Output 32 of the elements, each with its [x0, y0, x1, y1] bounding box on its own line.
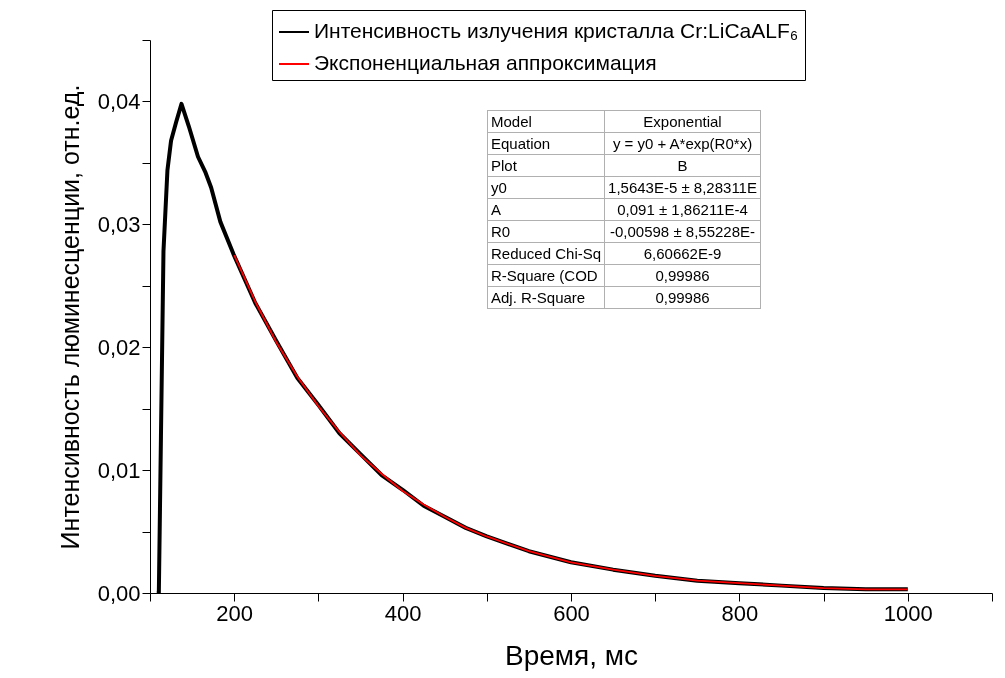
annotation: Reduced Chi-Sq — [487, 242, 605, 265]
annotation: 0,99986 — [604, 264, 761, 287]
annotation: A — [487, 198, 605, 221]
x-tick-label: 800 — [721, 600, 759, 626]
legend-label: Интенсивность излучения кристалла Cr:LiCaALF₆ — [314, 19, 799, 42]
y-axis-title: Интенсивность люминесценции, отн.ед. — [55, 84, 84, 550]
annotation: Adj. R-Square — [487, 286, 605, 309]
y-tick-label: 0,04 — [97, 88, 141, 114]
x-axis-title: Время, мс — [504, 639, 639, 671]
annotation: 6,60662E-9 — [604, 242, 761, 265]
y-tick-label: 0,02 — [97, 334, 141, 360]
legend-label: Экспоненциальная аппроксимация — [314, 51, 657, 74]
y-tick-label: 0,01 — [97, 457, 141, 483]
x-tick-label: 200 — [216, 600, 254, 626]
annotation: R0 — [487, 220, 605, 243]
y-tick-label: 0,03 — [97, 211, 141, 237]
annotation: -0,00598 ± 8,55228E- — [604, 220, 761, 243]
annotation: 0,99986 — [604, 286, 761, 309]
annotation: B — [604, 154, 761, 177]
x-tick-label: 400 — [384, 600, 422, 626]
annotation: y = y0 + A*exp(R0*x) — [604, 132, 761, 155]
x-tick-label: 600 — [553, 600, 590, 626]
annotation: Equation — [487, 132, 605, 155]
annotation: Model — [487, 110, 605, 133]
annotation: R-Square (COD — [487, 264, 605, 287]
annotation: 1,5643E-5 ± 8,28311E — [604, 176, 761, 199]
annotation: y0 — [487, 176, 605, 199]
annotation: Exponential — [604, 110, 761, 133]
annotation: Plot — [487, 154, 605, 177]
y-tick-label: 0,00 — [97, 580, 141, 606]
x-tick-label: 1000 — [883, 600, 933, 626]
annotation: 0,091 ± 1,86211E-4 — [604, 198, 761, 221]
